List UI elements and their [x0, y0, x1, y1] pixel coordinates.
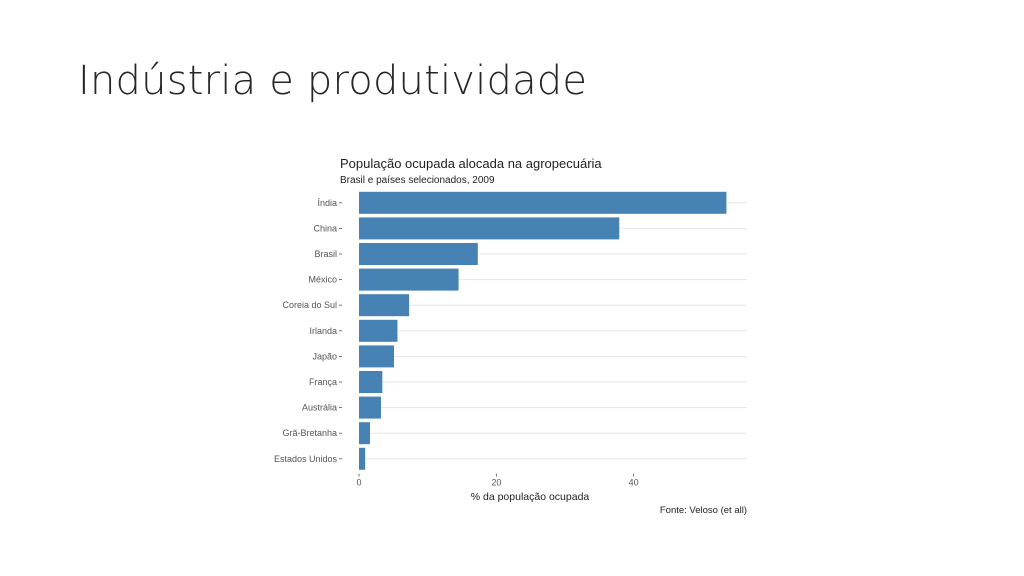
y-tick-label: França	[309, 377, 337, 387]
bar	[359, 422, 370, 445]
chart-subtitle: Brasil e países selecionados, 2009	[340, 175, 495, 186]
bar	[359, 294, 410, 317]
y-tick-label: Japão	[312, 351, 337, 361]
bar	[359, 447, 366, 470]
y-tick-label: Irlanda	[309, 326, 337, 336]
y-tick-label: México	[308, 275, 337, 285]
bar	[359, 371, 383, 393]
y-tick-label: Coreia do Sul	[282, 300, 337, 310]
y-tick-label: Grã-Bretanha	[282, 428, 337, 438]
bar	[359, 345, 395, 368]
bar	[359, 191, 727, 214]
bar	[359, 217, 620, 240]
y-tick-label: Índia	[317, 198, 337, 208]
x-tick-label: 0	[356, 478, 361, 488]
y-tick-label: China	[313, 223, 337, 233]
bar	[359, 243, 478, 265]
slide-title: Indústria e produtividade	[78, 58, 588, 104]
y-tick-label: Estados Unidos	[274, 454, 338, 464]
chart-title: População ocupada alocada na agropecuári…	[340, 156, 602, 171]
x-axis-title: % da população ocupada	[471, 491, 590, 503]
x-tick-label: 40	[629, 478, 639, 488]
bar	[359, 396, 381, 419]
source-caption: Fonte: Veloso (et all)	[660, 505, 747, 516]
bar-chart: População ocupada alocada na agropecuári…	[274, 156, 747, 516]
bar	[359, 319, 398, 342]
x-tick-label: 20	[491, 478, 501, 488]
y-tick-label: Austrália	[302, 403, 337, 413]
bar	[359, 268, 459, 291]
y-tick-label: Brasil	[314, 249, 337, 259]
